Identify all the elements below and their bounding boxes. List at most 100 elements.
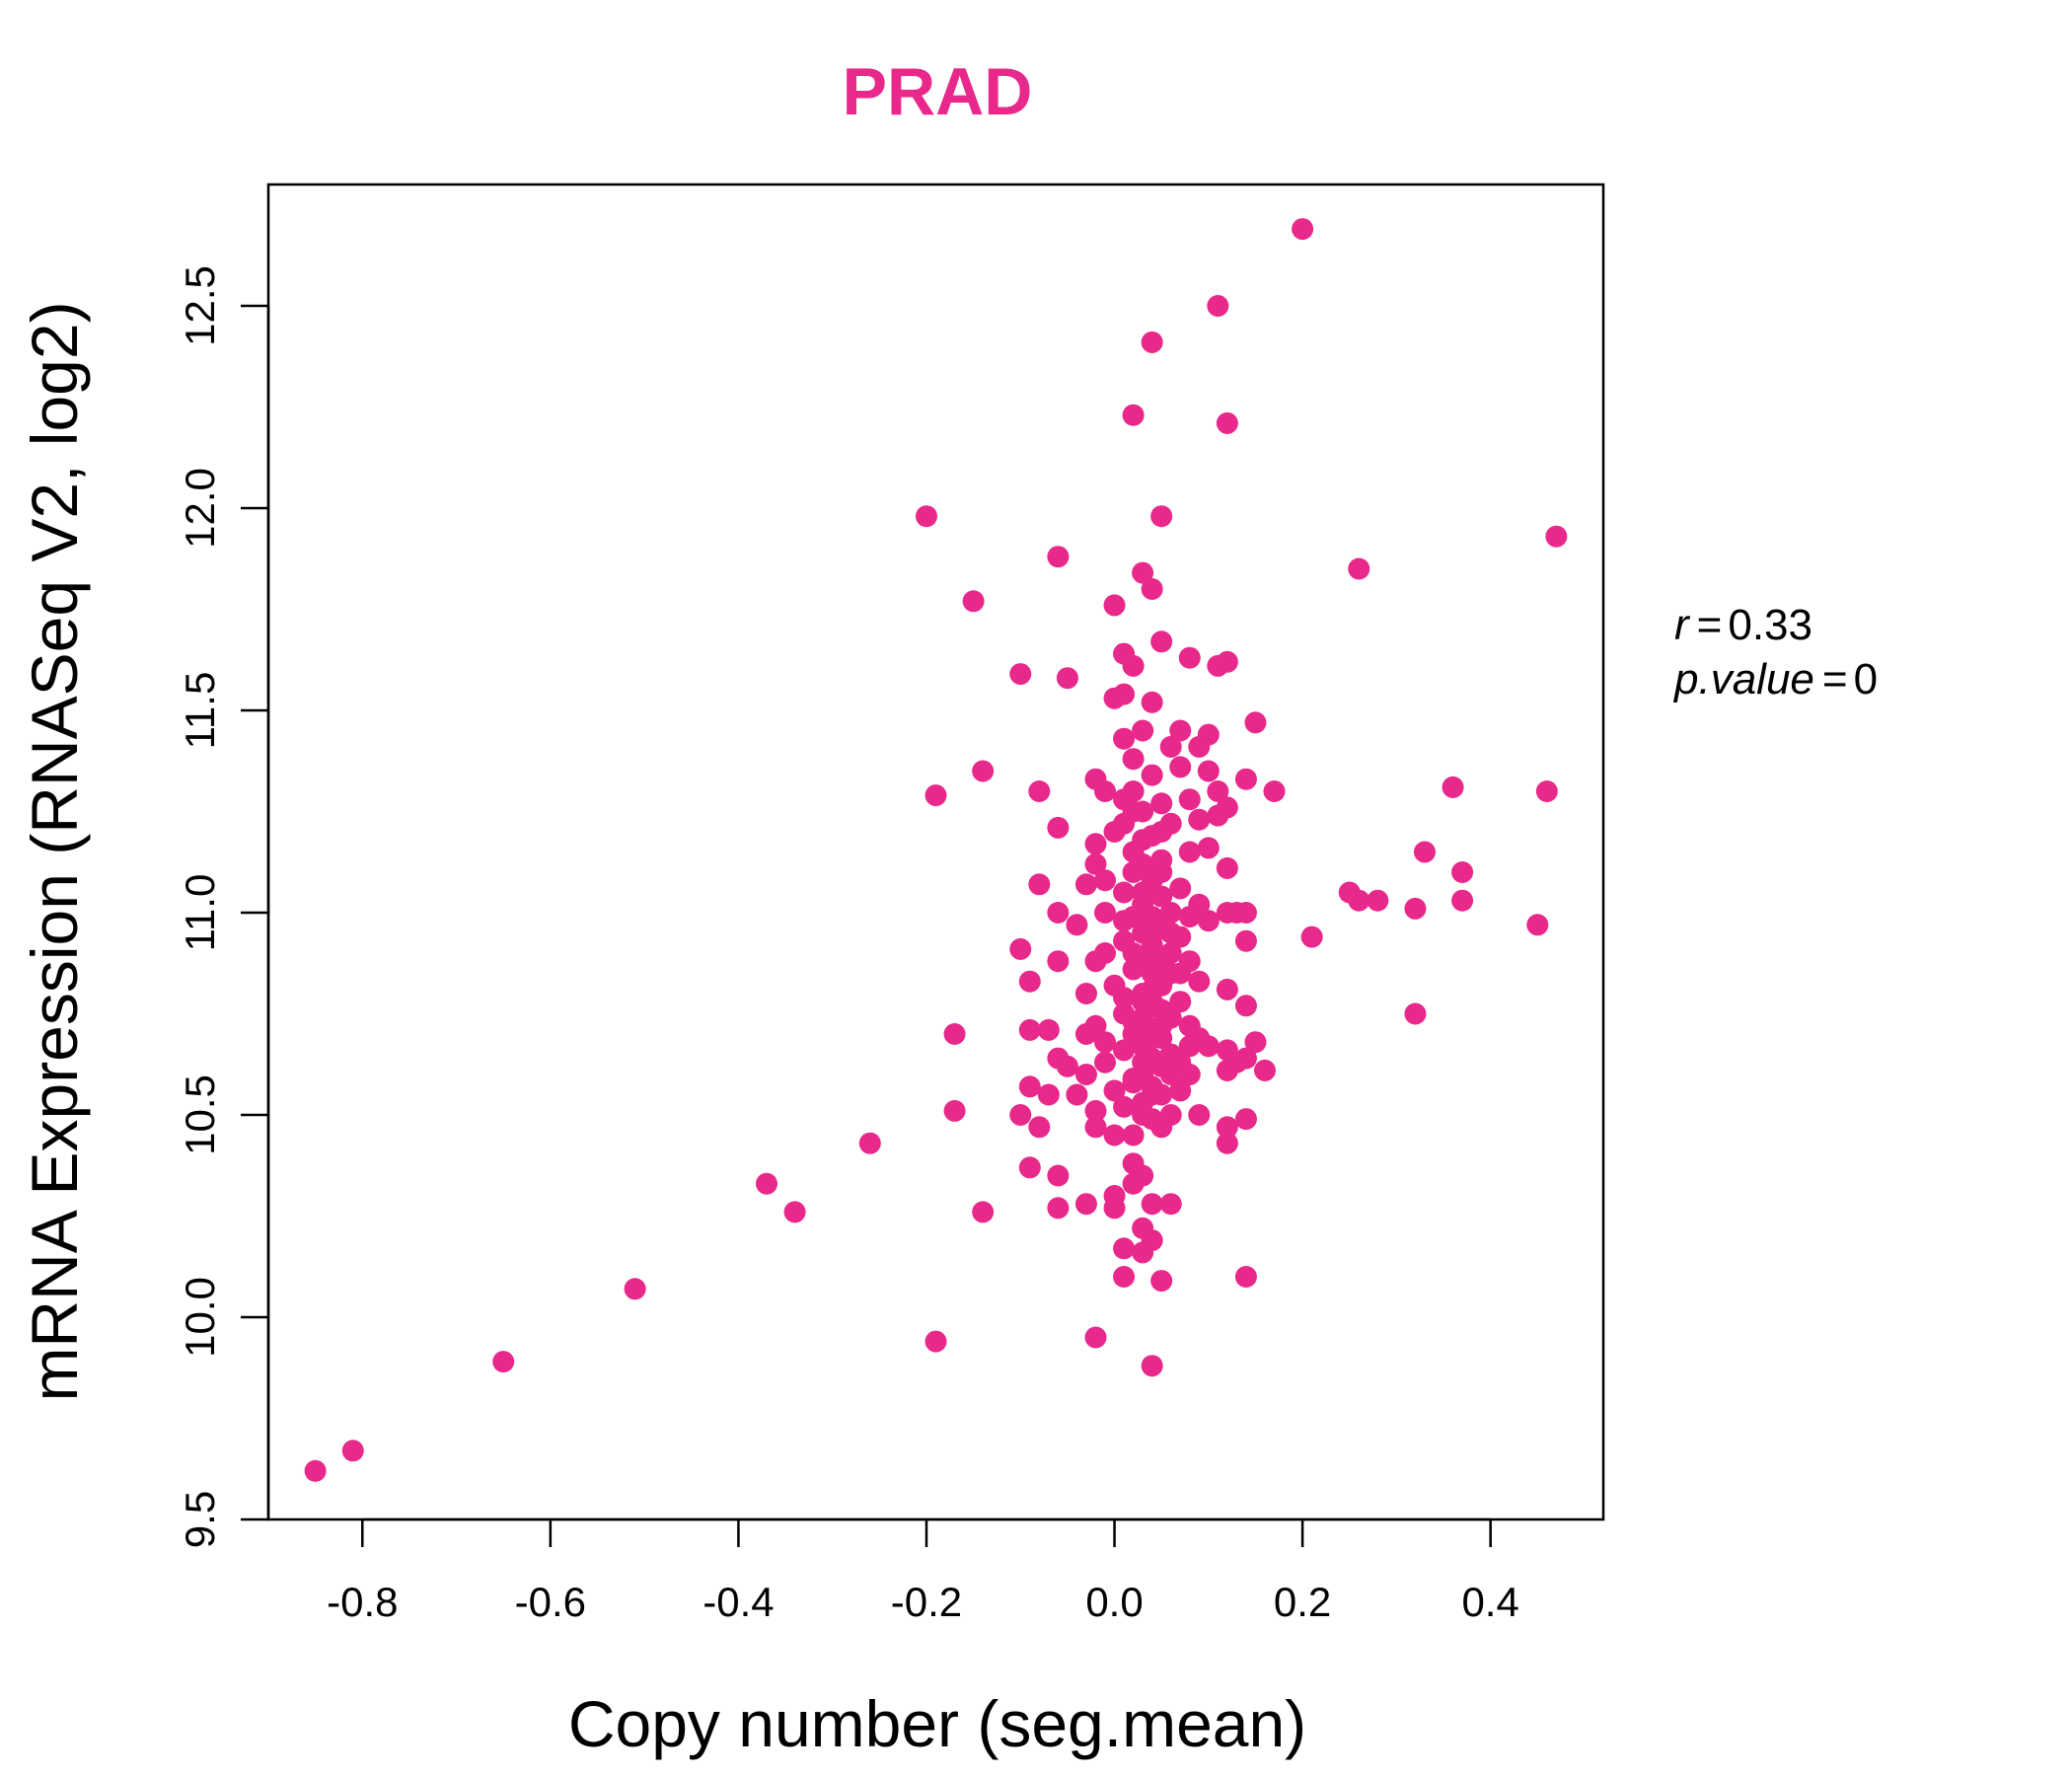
data-point (1084, 1326, 1107, 1349)
data-point (1084, 833, 1107, 855)
data-point (925, 1330, 947, 1353)
data-point (1141, 691, 1163, 713)
data-point (1197, 760, 1220, 782)
data-point (624, 1278, 646, 1300)
data-point (1234, 1047, 1257, 1070)
data-points (304, 218, 1568, 1482)
data-point (962, 590, 985, 613)
data-point (1234, 995, 1257, 1017)
stats-annotation: r = 0.33 p.value = 0 (1672, 601, 1878, 703)
data-point (1047, 546, 1070, 568)
data-point (1141, 1083, 1163, 1106)
data-point (1132, 881, 1154, 904)
data-point (1122, 800, 1145, 823)
data-point (1028, 873, 1051, 896)
data-point (1159, 1104, 1182, 1126)
data-point (1244, 711, 1267, 734)
data-point (1188, 893, 1211, 916)
data-point (1141, 764, 1163, 786)
data-point (1056, 1055, 1078, 1077)
data-point (1150, 630, 1173, 653)
data-point (1074, 873, 1097, 896)
data-point (972, 1201, 995, 1223)
data-point (1132, 1164, 1154, 1187)
data-point (1028, 1116, 1051, 1139)
data-point (1084, 852, 1107, 875)
data-point (1169, 1079, 1192, 1102)
data-point (1084, 768, 1107, 790)
x-tick-label: -0.8 (327, 1579, 398, 1625)
data-point (1132, 991, 1154, 1013)
data-point (1122, 404, 1145, 426)
data-point (1169, 719, 1192, 742)
data-point (1132, 719, 1154, 742)
data-point (1084, 1116, 1107, 1139)
r-statistic: r = 0.33 (1674, 601, 1813, 649)
data-point (1197, 723, 1220, 746)
data-point (1263, 780, 1286, 802)
p-value: 0 (1854, 655, 1878, 703)
data-point (1103, 1124, 1126, 1147)
data-point (1113, 683, 1136, 705)
data-point (1216, 650, 1238, 673)
data-point (1178, 646, 1201, 669)
data-point (1216, 978, 1238, 1000)
data-point (1178, 1035, 1201, 1058)
data-point (1141, 578, 1163, 600)
data-point (1122, 1023, 1145, 1045)
data-point (1122, 861, 1145, 883)
data-point (1159, 902, 1182, 924)
data-point (1113, 1237, 1136, 1260)
data-point (1150, 792, 1173, 815)
data-point (1216, 1132, 1238, 1154)
data-point (755, 1172, 777, 1195)
data-point (1103, 1079, 1126, 1102)
data-point (1150, 1270, 1173, 1293)
data-point (1150, 861, 1173, 883)
data-point (1132, 1051, 1154, 1073)
data-point (1113, 1039, 1136, 1062)
data-point (915, 505, 937, 528)
data-point (304, 1459, 327, 1482)
data-point (1178, 1064, 1201, 1085)
data-point (1545, 525, 1568, 548)
data-point (1113, 1095, 1136, 1118)
data-point (1066, 914, 1088, 936)
y-tick-label: 12.0 (177, 468, 223, 549)
data-point (1234, 1108, 1257, 1131)
data-point (943, 1099, 966, 1122)
data-point (1178, 788, 1201, 811)
data-point (1113, 1266, 1136, 1288)
y-tick-label: 10.0 (177, 1277, 223, 1358)
data-point (1169, 877, 1192, 900)
data-point (1413, 841, 1436, 863)
y-tick-label: 12.5 (177, 265, 223, 346)
data-point (1074, 983, 1097, 1004)
data-point (943, 1023, 966, 1045)
data-point (1159, 735, 1182, 758)
data-point (1348, 889, 1370, 912)
data-point (1207, 780, 1229, 802)
data-point (1047, 816, 1070, 839)
data-point (1404, 1002, 1427, 1025)
y-tick-label: 10.5 (177, 1074, 223, 1155)
data-point (925, 784, 947, 807)
p-label: p.value (1672, 655, 1814, 703)
data-point (1122, 748, 1145, 771)
data-point (1074, 1064, 1097, 1085)
data-point (1122, 942, 1145, 964)
r-label: r (1674, 601, 1691, 649)
data-point (1451, 861, 1474, 883)
data-point (1009, 663, 1032, 686)
data-point (1094, 1031, 1117, 1054)
data-point (1037, 1083, 1060, 1106)
data-point (1103, 1197, 1126, 1220)
data-point (1169, 756, 1192, 778)
p-statistic: p.value = 0 (1672, 655, 1878, 703)
data-point (1253, 1059, 1276, 1081)
data-point (1197, 910, 1220, 932)
data-point (1141, 1355, 1163, 1377)
data-point (1216, 796, 1238, 819)
data-point (1132, 1104, 1154, 1126)
